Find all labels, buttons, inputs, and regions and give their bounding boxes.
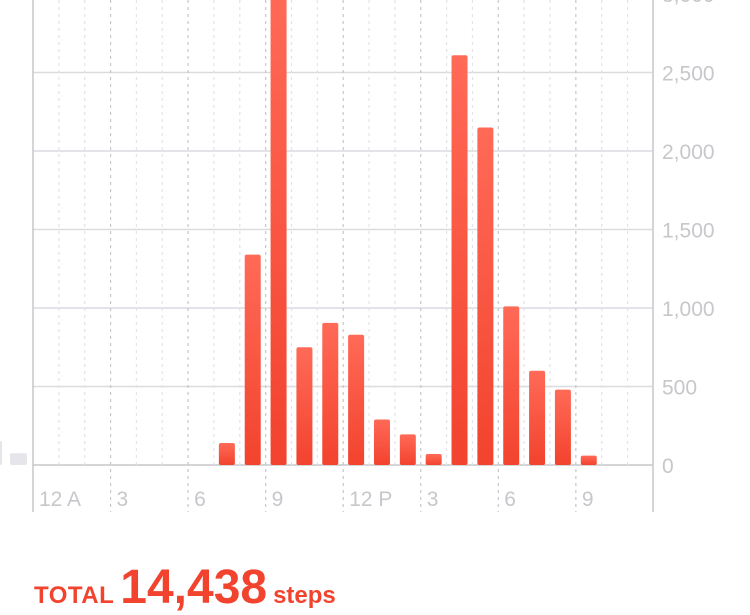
x-tick-label: 12 P <box>349 488 392 511</box>
x-tick-label: 9 <box>272 488 284 511</box>
y-tick-label: 1,500 <box>662 220 715 243</box>
x-tick-label: 6 <box>194 488 206 511</box>
bar-hour-11 <box>322 322 339 465</box>
y-tick-label: 2,500 <box>662 63 715 86</box>
bar-hour-13 <box>373 419 390 465</box>
bar-hour-14 <box>399 434 416 465</box>
bar-hour-18 <box>503 306 520 465</box>
total-unit: steps <box>273 582 336 609</box>
bar-hour-8 <box>244 254 261 465</box>
bar-hour-7 <box>218 443 235 465</box>
bar-hour-16 <box>451 55 468 465</box>
y-axis-ticks: 0 500 1,000 1,500 2,000 2,500 3,000 <box>662 0 715 478</box>
total-value: 14,438 <box>120 561 268 614</box>
bar-hour-20 <box>554 389 571 465</box>
bar-hour-21 <box>580 455 597 465</box>
bar-hour-17 <box>477 127 494 465</box>
x-tick-label: 9 <box>582 488 594 511</box>
bar-hour-12 <box>348 334 365 465</box>
y-tick-label: 500 <box>662 377 697 400</box>
previous-day-bar <box>0 441 2 465</box>
y-tick-label: 1,000 <box>662 298 715 321</box>
bars <box>0 0 597 465</box>
x-tick-label: 12 A <box>39 488 81 511</box>
x-tick-label: 3 <box>117 488 129 511</box>
bar-hour-19 <box>529 370 546 465</box>
x-tick-label: 6 <box>504 488 516 511</box>
y-tick-label: 0 <box>662 455 674 478</box>
x-tick-label: 3 <box>427 488 439 511</box>
grid-lines <box>32 0 654 512</box>
bar-hour-9 <box>270 0 287 465</box>
y-tick-label: 2,000 <box>662 141 715 164</box>
bar-hour-15 <box>425 454 442 465</box>
previous-day-bar <box>10 453 27 465</box>
x-axis-ticks: 12 A 3 6 9 12 P 3 6 9 <box>39 488 594 511</box>
y-tick-label: 3,000 <box>662 0 715 7</box>
total-label: TOTAL <box>34 582 115 609</box>
bar-hour-10 <box>296 347 313 465</box>
total-steps-summary: TOTAL 14,438 steps <box>34 560 336 614</box>
